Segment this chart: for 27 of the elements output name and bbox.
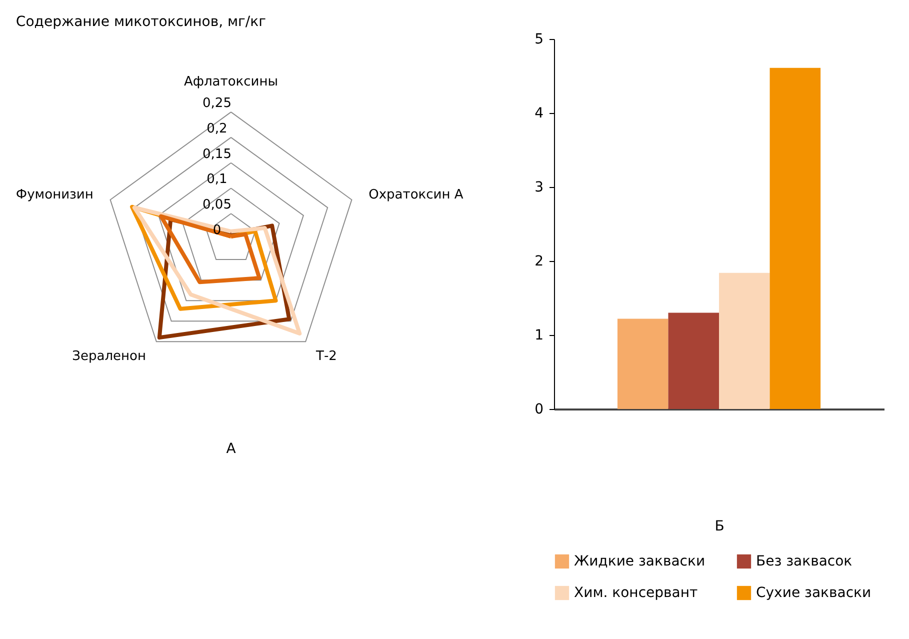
legend-label: Жидкие закваски bbox=[574, 553, 706, 570]
spoke-label: Охратоксин А bbox=[368, 187, 464, 202]
chart-title: Содержание микотоксинов, мг/кг bbox=[16, 14, 266, 30]
y-tick-label: 0,1 bbox=[206, 172, 228, 188]
text: А bbox=[226, 441, 236, 457]
bar bbox=[770, 68, 821, 409]
bar bbox=[617, 318, 668, 409]
spoke-label: Афлатоксины bbox=[184, 74, 278, 90]
bar bbox=[668, 312, 719, 409]
y-tick-label: 0,15 bbox=[202, 146, 232, 162]
y-tick-label: 0 bbox=[534, 402, 544, 418]
x-axis-title: Б bbox=[714, 518, 724, 534]
legend-label: Сухие закваски bbox=[756, 585, 872, 601]
spoke-label: Т-2 bbox=[315, 349, 337, 364]
y-tick-label: 3 bbox=[534, 180, 544, 196]
y-tick-label: 1 bbox=[534, 328, 544, 344]
legend-label: Хим. консервант bbox=[574, 585, 698, 601]
y-tick-label: 0,05 bbox=[202, 198, 232, 213]
spoke-label: Фумонизин bbox=[16, 187, 94, 202]
spoke-label: Зераленон bbox=[72, 349, 146, 364]
y-tick-label: 2 bbox=[534, 254, 544, 270]
y-tick-label: 0,2 bbox=[206, 121, 228, 136]
legend-label: Без заквасок bbox=[756, 553, 852, 570]
y-tick-label: 5 bbox=[534, 32, 544, 48]
bar bbox=[719, 272, 770, 409]
y-tick-label: 0,25 bbox=[202, 96, 232, 112]
y-tick-label: 4 bbox=[534, 106, 544, 122]
